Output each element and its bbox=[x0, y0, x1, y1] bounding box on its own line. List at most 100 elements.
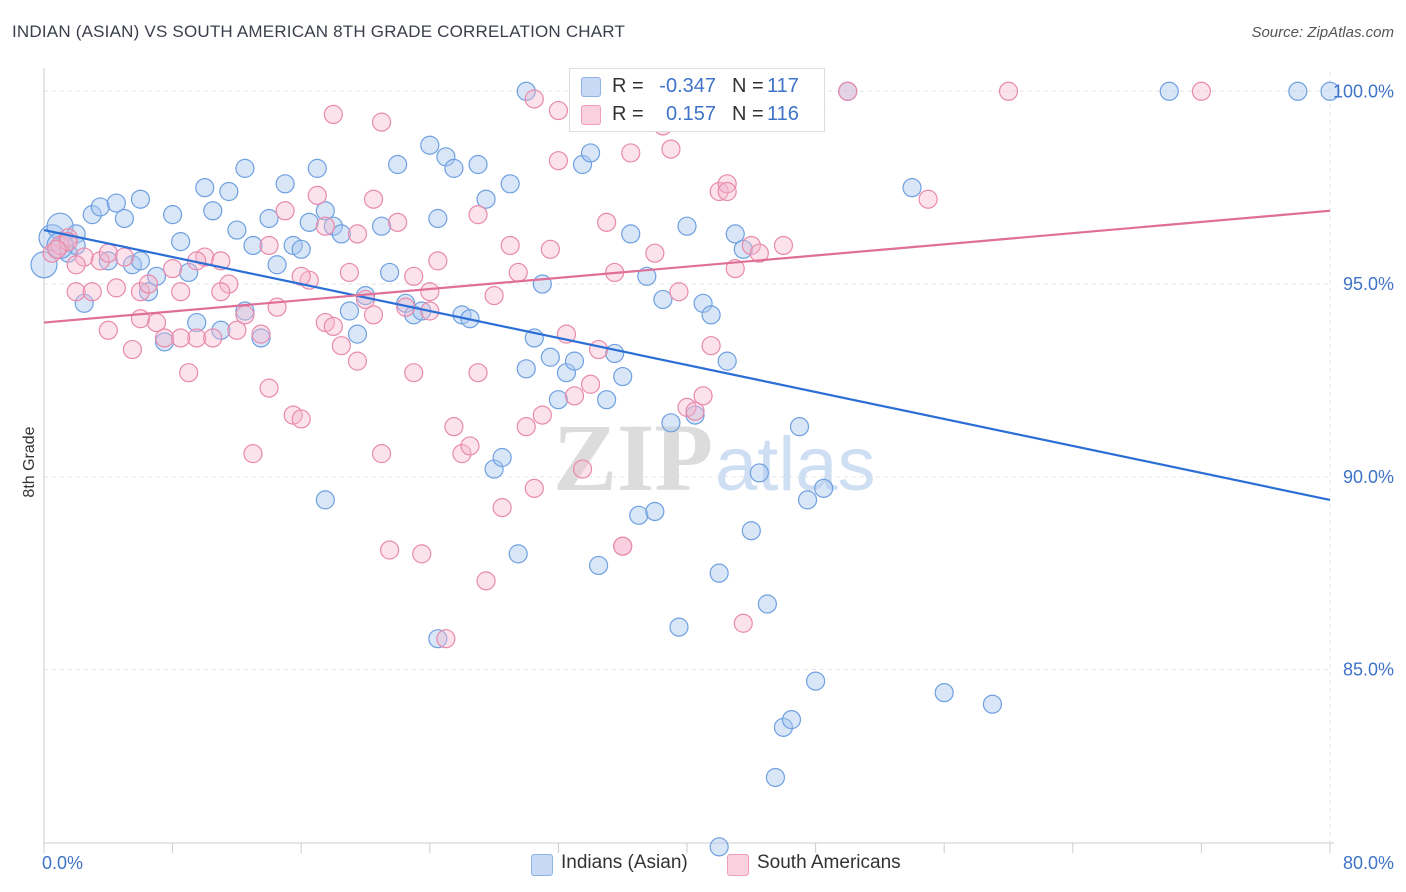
data-point bbox=[130, 309, 151, 329]
data-point bbox=[540, 347, 560, 367]
data-point bbox=[154, 328, 175, 348]
chart-title: INDIAN (ASIAN) VS SOUTH AMERICAN 8TH GRA… bbox=[12, 22, 626, 41]
legend-swatch-indians bbox=[531, 854, 553, 876]
data-point bbox=[773, 235, 794, 256]
data-point bbox=[219, 181, 239, 202]
data-point bbox=[420, 282, 440, 302]
data-point bbox=[323, 104, 343, 125]
data-point bbox=[572, 459, 593, 479]
data-point bbox=[645, 501, 665, 522]
n-label: N = bbox=[732, 103, 764, 125]
y-axis-label: 8th Grade bbox=[21, 426, 38, 497]
data-point bbox=[307, 158, 327, 178]
data-point bbox=[171, 232, 191, 252]
data-point bbox=[412, 544, 432, 564]
data-point bbox=[251, 324, 271, 344]
data-point bbox=[243, 444, 263, 464]
data-point bbox=[1320, 81, 1340, 101]
data-point bbox=[516, 417, 536, 437]
n-value: 117 bbox=[767, 75, 799, 97]
data-point bbox=[725, 259, 745, 279]
data-point bbox=[371, 216, 392, 236]
data-point bbox=[227, 220, 247, 240]
data-point bbox=[709, 563, 729, 583]
data-point bbox=[998, 81, 1019, 101]
data-point bbox=[291, 266, 311, 286]
data-point bbox=[388, 154, 408, 175]
data-point bbox=[187, 312, 207, 333]
data-point bbox=[532, 405, 552, 425]
watermark-zip: ZIP bbox=[553, 404, 713, 511]
data-point bbox=[548, 151, 569, 171]
data-point bbox=[114, 208, 134, 229]
data-point bbox=[613, 536, 633, 556]
legend-row-south-americans: R = 0.157 N = 116 bbox=[570, 101, 824, 127]
data-point bbox=[380, 540, 400, 560]
data-point bbox=[235, 158, 255, 178]
data-point bbox=[122, 339, 143, 360]
data-point bbox=[757, 594, 777, 614]
data-point bbox=[331, 336, 351, 356]
data-point bbox=[564, 386, 585, 406]
trend-lines bbox=[43, 209, 1331, 501]
data-point bbox=[114, 247, 134, 267]
data-point bbox=[66, 282, 86, 302]
data-point bbox=[685, 401, 705, 421]
data-point bbox=[717, 174, 737, 194]
data-point bbox=[516, 359, 536, 379]
data-point bbox=[508, 262, 528, 283]
data-point bbox=[540, 239, 560, 259]
legend-label: South Americans bbox=[757, 852, 901, 873]
data-point bbox=[621, 143, 641, 163]
data-point bbox=[669, 282, 689, 302]
data-point bbox=[163, 205, 183, 225]
data-point bbox=[701, 336, 721, 356]
r-label: R = bbox=[612, 75, 644, 97]
data-point bbox=[299, 212, 319, 232]
data-point bbox=[211, 282, 231, 302]
legend-label: Indians (Asian) bbox=[561, 852, 688, 873]
data-point bbox=[267, 255, 287, 275]
data-point bbox=[339, 301, 360, 321]
data-point bbox=[524, 89, 544, 109]
data-point bbox=[195, 178, 215, 198]
data-point bbox=[621, 224, 641, 244]
data-point bbox=[645, 243, 665, 263]
y-tick-label: 90.0% bbox=[1343, 467, 1394, 487]
data-point bbox=[468, 205, 488, 225]
data-point bbox=[30, 251, 58, 279]
data-point bbox=[597, 390, 617, 410]
data-point bbox=[347, 351, 368, 371]
data-point bbox=[934, 683, 954, 703]
data-point bbox=[130, 189, 151, 209]
data-point bbox=[982, 694, 1003, 714]
data-point bbox=[773, 717, 794, 737]
data-point bbox=[709, 837, 729, 857]
data-point bbox=[275, 174, 295, 194]
data-point bbox=[789, 417, 810, 437]
data-point bbox=[452, 444, 472, 464]
data-point bbox=[749, 243, 769, 263]
data-point bbox=[98, 320, 118, 340]
x-tick-label: 80.0% bbox=[1343, 853, 1394, 873]
data-point bbox=[701, 305, 721, 325]
r-value: 0.157 bbox=[665, 103, 716, 125]
series-south-americans bbox=[42, 81, 1212, 649]
data-point bbox=[339, 262, 360, 283]
data-point bbox=[637, 266, 657, 286]
x-tick-label: 0.0% bbox=[42, 853, 83, 873]
data-point bbox=[580, 143, 601, 163]
data-point bbox=[605, 343, 625, 364]
data-point bbox=[613, 366, 633, 387]
data-point bbox=[388, 212, 408, 232]
legend-swatch-indians bbox=[581, 77, 601, 97]
data-point bbox=[725, 224, 745, 244]
data-point bbox=[588, 555, 609, 576]
data-point bbox=[500, 174, 520, 194]
data-point bbox=[918, 189, 938, 209]
data-point bbox=[444, 417, 464, 437]
data-point bbox=[428, 629, 448, 649]
data-point bbox=[259, 378, 279, 398]
x-tick-labels: 0.0% 80.0% bbox=[42, 853, 1394, 873]
data-point bbox=[741, 235, 761, 256]
